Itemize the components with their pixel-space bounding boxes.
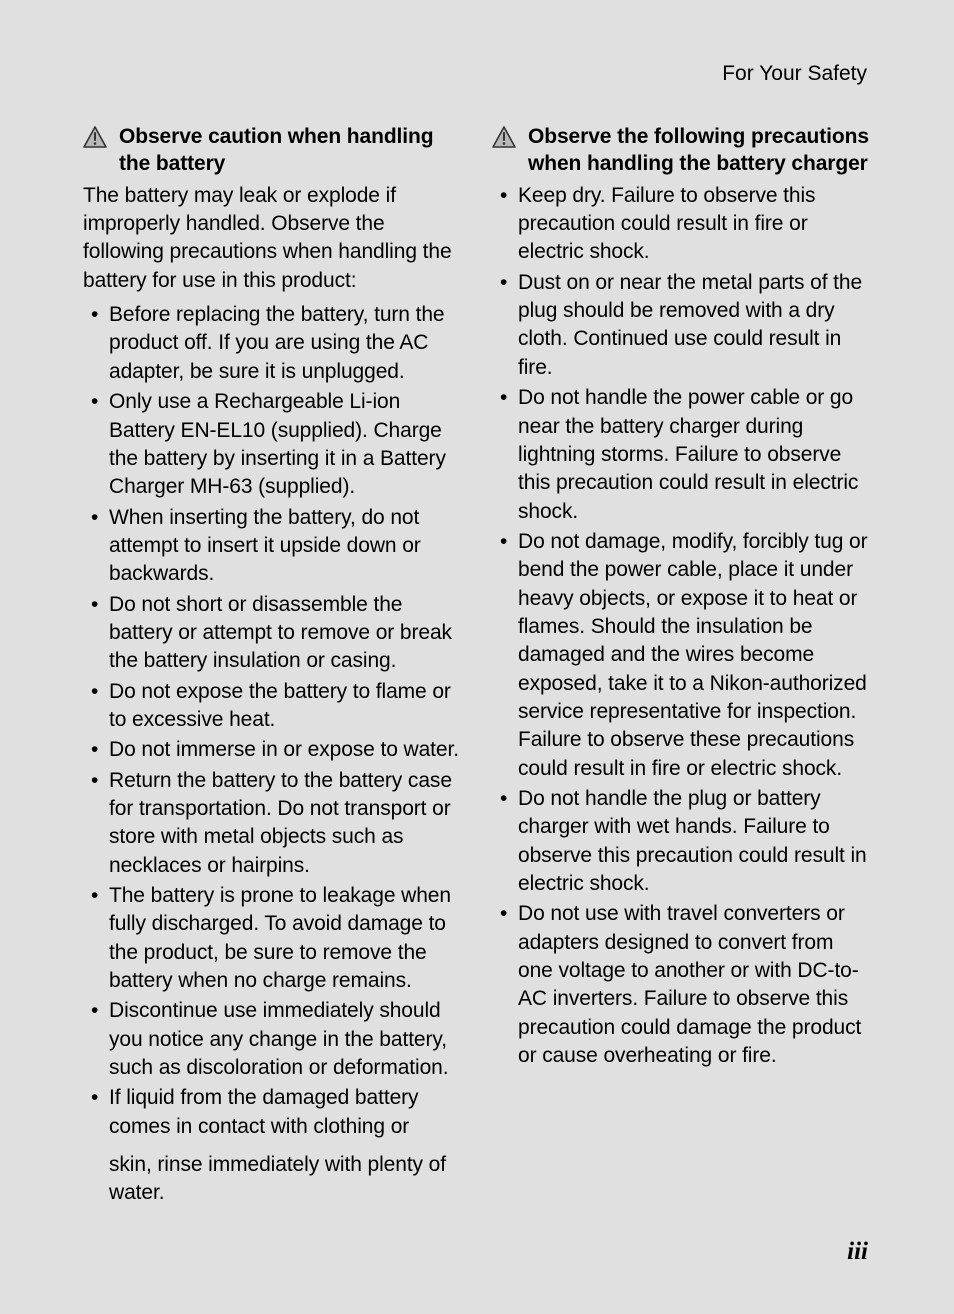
charger-precautions-list: Keep dry. Failure to observe this precau… xyxy=(492,182,871,1071)
page-number: iii xyxy=(847,1238,868,1266)
list-item: Do not short or disassemble the battery … xyxy=(83,591,462,676)
list-item: Do not damage, modify, forcibly tug or b… xyxy=(492,528,871,783)
section-title-charger: Observe the following precautions when h… xyxy=(528,124,871,178)
list-item: Do not expose the battery to flame or to… xyxy=(83,678,462,735)
page-header: For Your Safety xyxy=(83,62,871,86)
list-item-continuation: skin, rinse immediately with plenty of w… xyxy=(83,1151,462,1208)
list-item: Dust on or near the metal parts of the p… xyxy=(492,269,871,382)
list-item: If liquid from the damaged battery comes… xyxy=(83,1084,462,1141)
list-item: Discontinue use immediately should you n… xyxy=(83,997,462,1082)
section-title-battery: Observe caution when handling the batter… xyxy=(119,124,462,178)
section-intro-battery: The battery may leak or explode if impro… xyxy=(83,182,462,295)
warning-triangle-icon xyxy=(492,126,518,148)
section-heading-charger: Observe the following precautions when h… xyxy=(492,124,871,178)
list-item: The battery is prone to leakage when ful… xyxy=(83,882,462,995)
list-item: Do not immerse in or expose to water. xyxy=(83,736,462,764)
battery-precautions-list: Before replacing the battery, turn the p… xyxy=(83,301,462,1141)
list-item: Before replacing the battery, turn the p… xyxy=(83,301,462,386)
section-heading-battery: Observe caution when handling the batter… xyxy=(83,124,462,178)
list-item: Do not handle the power cable or go near… xyxy=(492,384,871,526)
list-item: Do not handle the plug or battery charge… xyxy=(492,785,871,898)
list-item: Keep dry. Failure to observe this precau… xyxy=(492,182,871,267)
list-item: Return the battery to the battery case f… xyxy=(83,767,462,880)
two-column-body: Observe caution when handling the batter… xyxy=(83,124,871,1234)
list-item: Only use a Rechargeable Li-ion Battery E… xyxy=(83,388,462,501)
manual-page: For Your Safety Observe caution when han… xyxy=(0,0,954,1314)
warning-triangle-icon xyxy=(83,126,109,148)
list-item: When inserting the battery, do not attem… xyxy=(83,504,462,589)
header-title: For Your Safety xyxy=(722,62,867,85)
list-item: Do not use with travel converters or ada… xyxy=(492,900,871,1070)
